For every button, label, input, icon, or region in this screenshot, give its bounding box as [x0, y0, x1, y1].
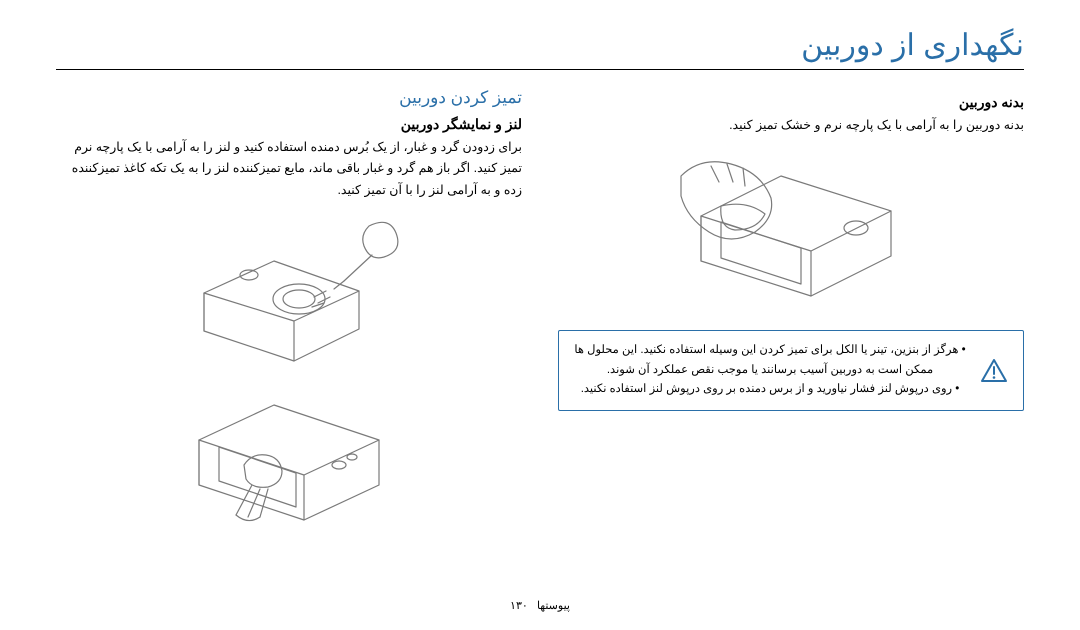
warning-icon [979, 356, 1009, 386]
footer-section-label: پیوستها [537, 600, 570, 612]
body-cleaning-paragraph: بدنه دوربین را به آرامی با یک پارچه نرم … [558, 115, 1024, 136]
right-column: تمیز کردن دوربین لنز و نمایشگر دوربین بر… [56, 88, 522, 549]
footer-page-number: ۱۳۰ [510, 600, 528, 612]
blower-illustration [174, 211, 404, 371]
left-column: بدنه دوربین بدنه دوربین را به آرامی با ی… [558, 88, 1024, 549]
warning-text: هرگز از بنزین، تینر یا الکل برای تمیز کر… [573, 341, 967, 400]
lens-display-subheading: لنز و نمایشگر دوربین [56, 116, 522, 133]
wipe-body-illustration [661, 146, 921, 316]
body-subheading: بدنه دوربین [558, 94, 1024, 111]
lens-cleaning-paragraph: برای زدودن گرد و غبار، از یک بُرس دمنده … [56, 137, 522, 201]
wipe-screen-illustration [174, 385, 404, 535]
page-title: نگهداری از دوربین [56, 28, 1024, 63]
two-column-layout: تمیز کردن دوربین لنز و نمایشگر دوربین بر… [56, 88, 1024, 549]
cleaning-heading: تمیز کردن دوربین [56, 88, 522, 108]
warning-notice: هرگز از بنزین، تینر یا الکل برای تمیز کر… [558, 330, 1024, 411]
warning-item-2: روی درپوش لنز فشار نیاورید و از برس دمند… [573, 380, 967, 400]
warning-item-1: هرگز از بنزین، تینر یا الکل برای تمیز کر… [573, 341, 967, 380]
page-footer: پیوستها ۱۳۰ [0, 599, 1080, 612]
title-divider [56, 69, 1024, 70]
